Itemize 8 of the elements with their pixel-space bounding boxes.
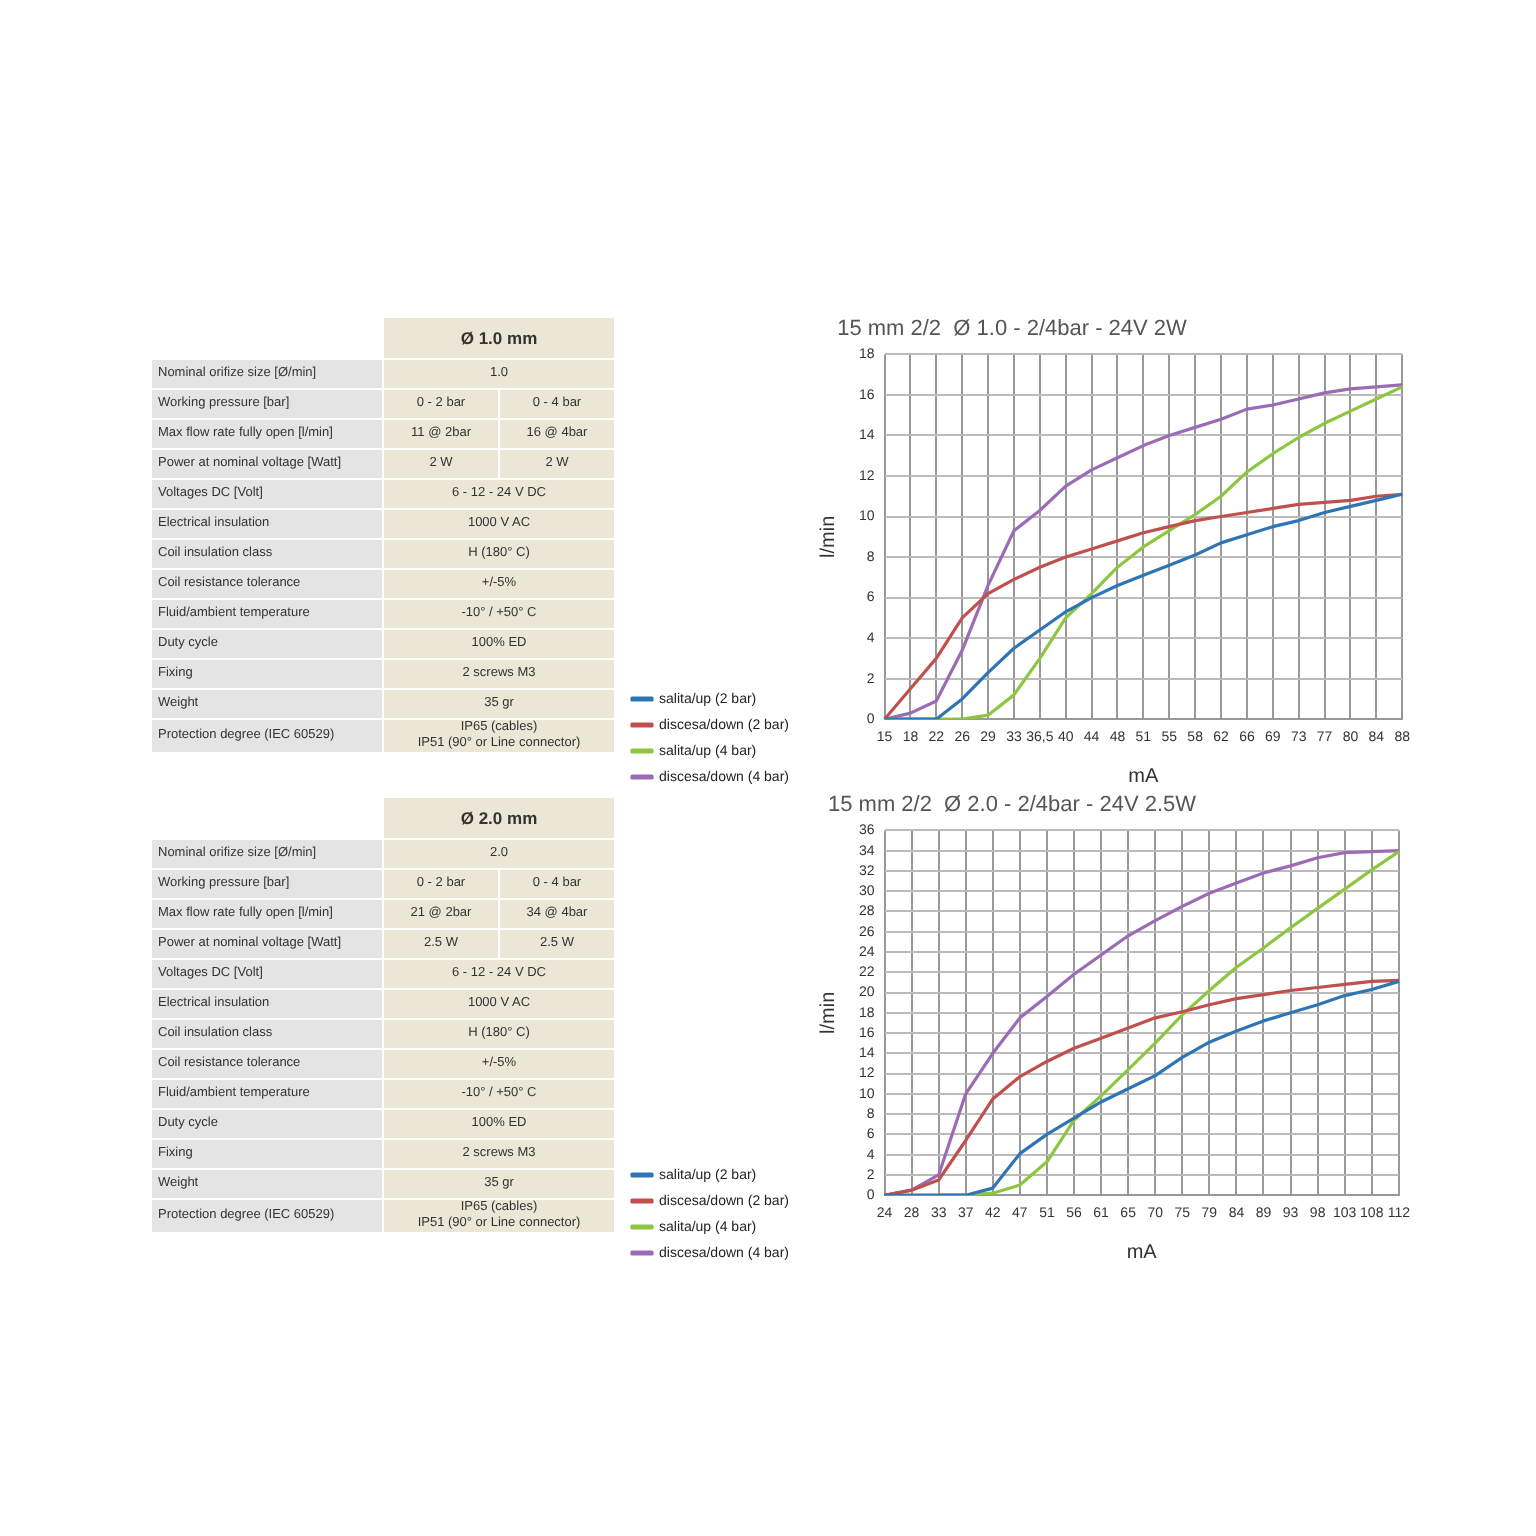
y-axis-title: l/min — [818, 991, 841, 1034]
x-axis-title: mA — [1126, 1241, 1158, 1264]
x-axis-title: mA — [1128, 765, 1160, 788]
text: Ø 1.0 mm — [384, 318, 614, 358]
text: Ø 2.0 mm — [384, 798, 614, 838]
chart-title: 15 mm 2/2 Ø 1.0 - 2/4bar - 24V 2W — [837, 317, 1189, 342]
y-axis-title: l/min — [818, 515, 841, 558]
chart-title: 15 mm 2/2 Ø 2.0 - 2/4bar - 24V 2.5W — [827, 793, 1198, 818]
